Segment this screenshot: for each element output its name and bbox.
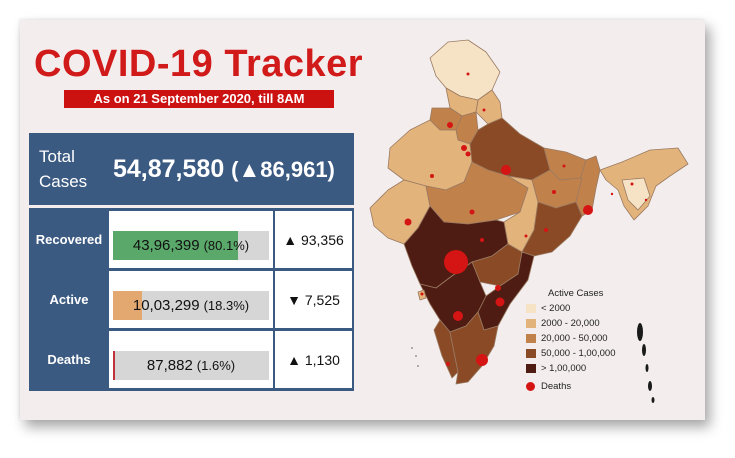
bar-label: 87,882 (1.6%) [113, 351, 269, 380]
legend-label: > 1,00,000 [541, 362, 587, 374]
bar-percent-label: (80.1%) [203, 238, 250, 253]
bar-cell: 43,96,399 (80.1%) [109, 211, 273, 268]
deaths-marker [552, 190, 556, 194]
map-island [637, 323, 643, 341]
bar-label: 10,03,299 (18.3%) [113, 291, 269, 320]
bar-track [113, 291, 269, 320]
deaths-marker [476, 354, 488, 366]
bar-cell: 87,882 (1.6%) [109, 331, 273, 388]
deaths-marker [630, 182, 634, 186]
page-title: COVID-19 Tracker [34, 43, 364, 85]
deaths-marker [469, 209, 475, 215]
deaths-marker [453, 311, 463, 321]
date-banner: As on 21 September 2020, till 8AM [64, 90, 334, 108]
deaths-marker [446, 362, 450, 366]
map-region [419, 261, 487, 333]
deaths-marker [524, 234, 528, 238]
deaths-marker [562, 164, 566, 168]
deaths-marker [420, 292, 424, 296]
deaths-marker [466, 72, 470, 76]
deaths-marker [610, 192, 614, 196]
map-island [645, 364, 649, 372]
bar-percent-label: (18.3%) [203, 298, 250, 313]
map-island [415, 355, 417, 357]
deaths-marker [583, 205, 593, 215]
bar [113, 351, 116, 380]
map-region [449, 311, 499, 385]
row-label: Deaths [47, 352, 91, 367]
legend-label: 50,000 - 1,00,000 [541, 347, 616, 359]
deaths-marker [501, 165, 511, 175]
bar-track [113, 351, 269, 380]
deaths-dot-icon [526, 381, 535, 391]
deaths-marker [444, 250, 468, 274]
bar-value-label: 10,03,299 [132, 297, 200, 314]
deaths-marker [644, 198, 648, 202]
deaths-marker [465, 151, 471, 157]
legend-swatch [526, 363, 536, 373]
bar-cell: 10,03,299 (18.3%) [109, 271, 273, 328]
legend-swatch [526, 333, 536, 343]
legend-item: 50,000 - 1,00,000 [526, 347, 615, 359]
deaths-marker [482, 108, 486, 112]
map-region [429, 39, 501, 101]
stats-row-recovered: Recovered 43,96,399 (80.1%) ▲ 93,356 [29, 210, 354, 269]
bar-label: 43,96,399 (80.1%) [113, 231, 269, 260]
bar-value-label: 87,882 [146, 357, 193, 374]
legend-item-deaths: Deaths [526, 380, 571, 392]
bar [113, 291, 142, 320]
legend-label: 20,000 - 50,000 [541, 332, 608, 344]
map-island [417, 365, 419, 367]
map-island [651, 397, 655, 403]
map-region [621, 177, 651, 211]
total-cases-label: Total Cases [39, 147, 88, 191]
legend-item: 2000 - 20,000 [526, 317, 600, 329]
bar-value-label: 43,96,399 [132, 237, 200, 254]
map-island [411, 347, 413, 349]
bar-track [113, 231, 269, 260]
stats-row-active: Active 10,03,299 (18.3%) ▼ 7,525 [29, 270, 354, 329]
deaths-marker [495, 297, 505, 307]
row-label: Recovered [35, 232, 103, 247]
map-island [642, 344, 646, 356]
total-cases-value: 54,87,580 [113, 155, 225, 183]
legend-swatch [526, 348, 536, 358]
bar-percent-label: (1.6%) [196, 358, 236, 373]
india-choropleth-map [369, 39, 689, 403]
legend-item: < 2000 [526, 302, 570, 314]
legend-label: < 2000 [541, 302, 571, 314]
legend-item: > 1,00,000 [526, 362, 586, 374]
delta-label: ▲ 93,356 [275, 211, 352, 268]
total-cases-panel: Total Cases 54,87,580 (▲86,961) [29, 133, 354, 205]
deaths-marker [461, 145, 467, 151]
delta-label: ▲ 1,130 [275, 331, 352, 388]
map-region [521, 201, 583, 257]
map-island [648, 381, 652, 391]
deaths-marker [430, 174, 434, 178]
total-cases-delta: (▲86,961) [231, 157, 335, 182]
total-cases-value-group: 54,87,580 (▲86,961) [113, 153, 335, 186]
deaths-marker [495, 285, 501, 291]
legend-title: Active Cases [548, 288, 604, 299]
legend-swatch [526, 318, 536, 328]
delta-label: ▼ 7,525 [275, 271, 352, 328]
deaths-marker [544, 228, 548, 232]
deaths-marker [480, 238, 484, 242]
legend-label: Deaths [541, 380, 572, 392]
legend-item: 20,000 - 50,000 [526, 332, 608, 344]
legend-label: 2000 - 20,000 [541, 317, 600, 329]
legend-swatch [526, 303, 536, 313]
stats-row-deaths: Deaths 87,882 (1.6%) ▲ 1,130 [29, 330, 354, 389]
bar [113, 231, 238, 260]
stats-table: Recovered 43,96,399 (80.1%) ▲ 93,356 Act… [29, 208, 354, 391]
row-label: Active [49, 292, 89, 307]
deaths-marker [404, 218, 412, 226]
deaths-marker [447, 122, 453, 128]
